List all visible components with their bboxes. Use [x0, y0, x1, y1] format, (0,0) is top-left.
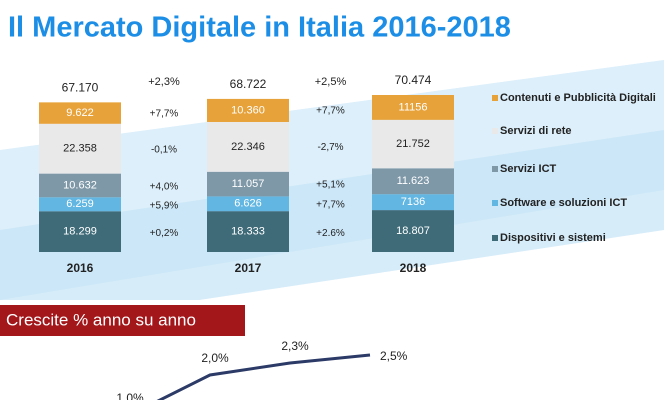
- legend-swatch: [492, 235, 498, 241]
- growth-label: +5,1%: [316, 179, 345, 190]
- value-label: 18.333: [231, 225, 265, 237]
- bar-segment: [372, 95, 454, 120]
- value-label: 2,0%: [201, 351, 229, 365]
- total-growth: +2,5%: [315, 76, 347, 88]
- growth-label: +5,9%: [150, 201, 179, 212]
- title: Il Mercato Digitale in Italia 2016-2018: [8, 12, 511, 44]
- legend-swatch: [492, 128, 498, 134]
- value-label: 11.057: [232, 178, 265, 190]
- bar-segment: [39, 197, 121, 212]
- value-label: 21.752: [396, 138, 430, 150]
- bar-segment: [372, 119, 454, 169]
- bar-segment: [39, 211, 121, 252]
- banner-title: Crescite % anno su anno: [6, 310, 196, 329]
- value-label: 10.360: [231, 104, 265, 116]
- legend-entry: Dispositivi e sistemi: [492, 232, 660, 244]
- category-label: 2018: [400, 261, 427, 275]
- banner: [0, 305, 245, 336]
- bar-segment: [372, 168, 454, 195]
- total-growth: +2,3%: [148, 76, 180, 88]
- legend-swatch: [492, 166, 498, 172]
- total-label: 70.474: [395, 73, 432, 87]
- growth-label: +7,7%: [150, 108, 179, 119]
- background-swoosh: [0, 130, 664, 330]
- value-label: 2,5%: [380, 349, 408, 363]
- value-label: 2,3%: [281, 339, 309, 353]
- total-label: 67.170: [62, 81, 99, 95]
- growth-label: +2.6%: [316, 228, 345, 239]
- value-label: 6.259: [66, 198, 94, 210]
- category-label: 2017: [235, 261, 262, 275]
- bar-segment: [372, 194, 454, 211]
- value-label: 9.622: [66, 107, 94, 119]
- value-label: 11156: [399, 101, 428, 113]
- legend-swatch: [492, 95, 498, 101]
- growth-label: +7,7%: [316, 200, 345, 211]
- legend-entry: Contenuti e Pubblicità Digitali: [492, 92, 660, 104]
- value-label: 22.358: [63, 143, 97, 155]
- value-label: 6.626: [234, 198, 262, 210]
- legend-entry: Servizi di rete: [492, 125, 660, 137]
- total-label: 68.722: [230, 77, 267, 91]
- bar-segment: [372, 210, 454, 252]
- bar-segment: [39, 102, 121, 124]
- legend-label: Servizi ICT: [500, 163, 557, 175]
- growth-label: +4,0%: [150, 181, 179, 192]
- bar-segment: [207, 98, 289, 122]
- legend-swatch: [492, 200, 498, 206]
- bar-segment: [39, 173, 121, 198]
- growth-label: -0,1%: [151, 144, 177, 155]
- value-label: 11.623: [397, 175, 430, 187]
- growth-label: -2,7%: [317, 142, 343, 153]
- category-label: 2016: [67, 261, 94, 275]
- value-label: 7136: [401, 196, 425, 208]
- legend-label: Servizi di rete: [500, 125, 572, 137]
- bar-segment: [207, 121, 289, 172]
- growth-label: +0,2%: [150, 228, 179, 239]
- growth-label: +7,7%: [316, 106, 345, 117]
- legend-label: Contenuti e Pubblicità Digitali: [500, 92, 656, 104]
- line: [156, 353, 371, 400]
- legend-entry: Servizi ICT: [492, 163, 660, 175]
- value-label: 18.299: [63, 226, 97, 238]
- value-label: 18.807: [396, 225, 430, 237]
- bar-segment: [207, 196, 289, 212]
- bar-segment: [39, 123, 121, 174]
- legend-entry: Software e soluzioni ICT: [492, 197, 660, 209]
- value-label: 1,0%: [116, 391, 144, 400]
- bar-segment: [207, 171, 289, 197]
- value-label: 22.346: [231, 141, 265, 153]
- value-label: 10.632: [63, 179, 97, 191]
- legend-label: Dispositivi e sistemi: [500, 232, 606, 244]
- bar-segment: [207, 211, 289, 252]
- legend-label: Software e soluzioni ICT: [500, 197, 628, 209]
